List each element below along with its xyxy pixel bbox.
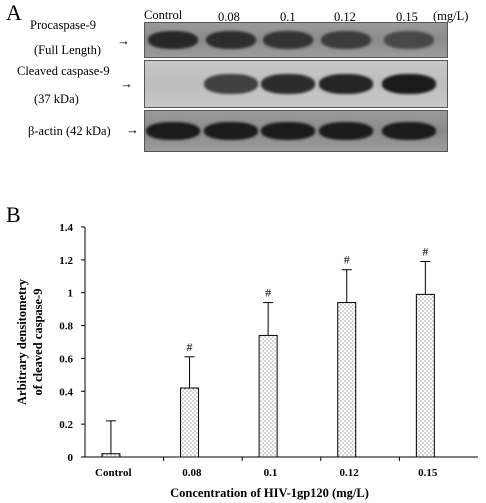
y-axis-label-line2: of cleaved caspase-9 <box>31 289 45 396</box>
significance-mark: # <box>344 253 350 267</box>
x-axis-label: Concentration of HIV-1gp120 (mg/L) <box>170 486 369 500</box>
x-tick-label: Control <box>95 467 131 479</box>
significance-mark: # <box>422 245 428 259</box>
band-procaspase-4 <box>321 31 371 49</box>
x-tick-label: 0.08 <box>182 467 202 479</box>
panel-b-letter: B <box>6 202 21 227</box>
procaspase-sublabel: (Full Length) <box>34 43 102 57</box>
band-actin-2 <box>204 122 258 140</box>
band-actin-4 <box>319 122 373 140</box>
cleaved-arrow: → <box>120 76 133 91</box>
band-actin-3 <box>261 122 315 140</box>
significance-mark: # <box>265 286 271 300</box>
band-procaspase-2 <box>206 31 256 49</box>
band-procaspase-3 <box>263 31 313 49</box>
lane-header-0.1: 0.1 <box>280 10 296 24</box>
y-tick-label: 1.2 <box>59 255 73 267</box>
x-tick-label: 0.15 <box>418 467 438 479</box>
bar-0.1 <box>258 334 278 458</box>
bar-0.15 <box>415 293 435 458</box>
bar-0.12 <box>337 302 357 458</box>
y-tick-label: 0.6 <box>59 353 73 365</box>
lane-header-control: Control <box>144 8 183 22</box>
y-axis-label: Arbitrary densitometry <box>15 278 29 405</box>
cleaved-sublabel: (37 kDa) <box>34 92 79 106</box>
blot-cleaved <box>144 60 448 108</box>
unit-label: (mg/L) <box>433 9 469 23</box>
band-actin-5 <box>382 122 436 140</box>
actin-arrow: → <box>126 122 139 137</box>
bar-0.08 <box>180 387 200 458</box>
actin-label: β-actin (42 kDa) <box>28 124 111 138</box>
x-tick-label: 0.12 <box>339 467 359 479</box>
y-tick-label: 0.4 <box>59 386 73 398</box>
y-tick-label: 1 <box>68 288 74 300</box>
panel-a-letter: A <box>6 0 22 25</box>
lane-header-0.15: 0.15 <box>396 10 418 24</box>
y-tick-label: 1.4 <box>59 222 73 234</box>
band-actin-1 <box>146 122 200 140</box>
y-tick-label: 0.2 <box>59 419 73 431</box>
band-cleaved-3 <box>261 74 315 94</box>
band-cleaved-2 <box>204 74 258 94</box>
x-tick-label: 0.1 <box>264 467 278 479</box>
procaspase-arrow: → <box>117 33 130 48</box>
band-procaspase-1 <box>148 31 198 49</box>
y-tick-label: 0.8 <box>59 321 73 333</box>
band-procaspase-5 <box>384 31 434 49</box>
procaspase-label: Procaspase-9 <box>30 18 96 32</box>
bar-Control <box>101 453 121 458</box>
blot-actin <box>144 110 448 152</box>
significance-mark: # <box>187 340 193 354</box>
band-cleaved-4 <box>319 74 373 94</box>
band-cleaved-5 <box>382 74 436 94</box>
lane-header-0.08: 0.08 <box>218 10 240 24</box>
blot-procaspase <box>144 22 448 58</box>
y-tick-label: 0 <box>68 452 74 464</box>
cleaved-label: Cleaved caspase-9 <box>17 64 110 78</box>
lane-header-0.12: 0.12 <box>334 10 356 24</box>
